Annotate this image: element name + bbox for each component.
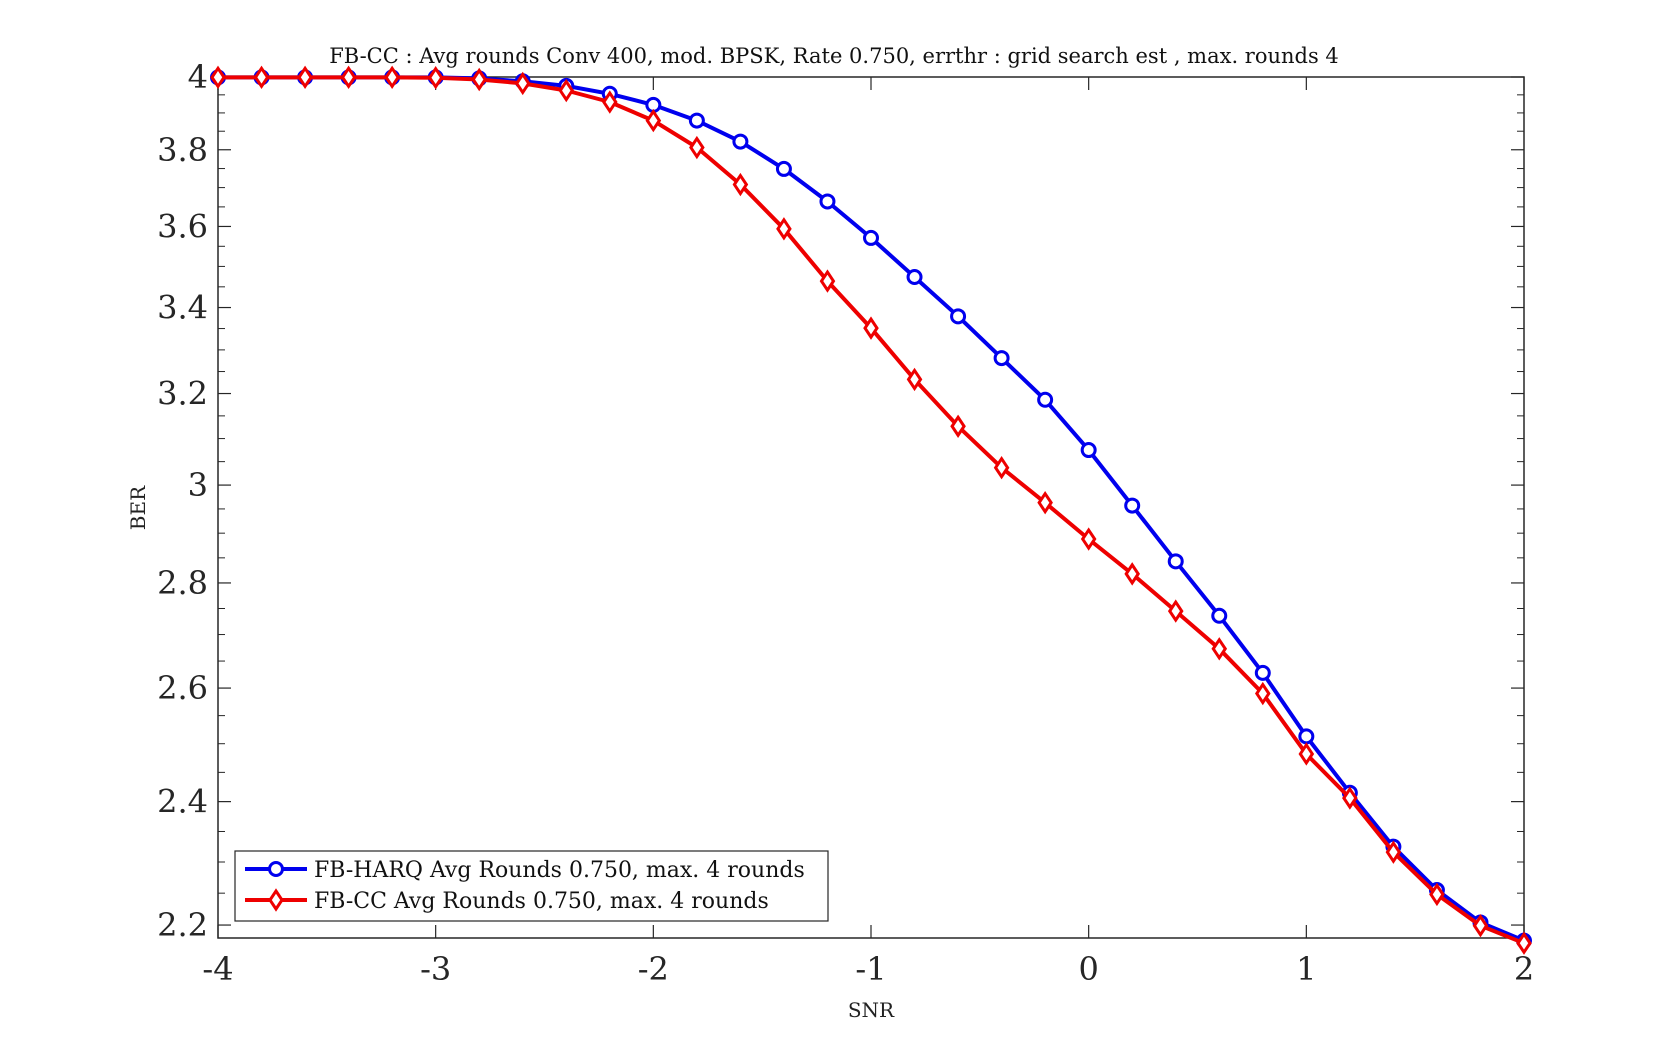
legend-entry-cc: FB-CC Avg Rounds 0.750, max. 4 rounds: [245, 888, 769, 914]
x-tick-label: 0: [1078, 950, 1098, 988]
y-axis-label: BER: [126, 485, 150, 530]
data-point: [1254, 681, 1271, 706]
chart-title: FB-CC : Avg rounds Conv 400, mod. BPSK, …: [329, 44, 1339, 68]
data-point: [993, 350, 1010, 367]
y-tick-label: 3.4: [157, 289, 208, 327]
data-point: [1298, 728, 1315, 745]
data-point: [1080, 442, 1097, 459]
data-point: [1037, 490, 1053, 515]
data-point: [863, 229, 879, 246]
data-point: [775, 160, 792, 177]
data-point: [1080, 527, 1097, 551]
data-point: [297, 65, 313, 90]
data-point: [1124, 562, 1141, 586]
y-tick-label: 2.6: [157, 669, 208, 707]
data-point: [601, 90, 618, 114]
data-point: [210, 65, 226, 90]
data-point: [1124, 497, 1141, 514]
data-point: [1472, 913, 1489, 938]
data-point: [253, 65, 270, 90]
data-point: [1254, 664, 1271, 681]
y-tick-label: 2.2: [157, 906, 208, 944]
data-point: [688, 112, 705, 129]
data-point: [732, 172, 749, 197]
series-1: [210, 65, 1532, 955]
x-tick-labels: -4 -3 -2 -1 0 1 2: [202, 950, 1534, 988]
data-point: [906, 367, 923, 392]
y-tick-label: 3: [188, 466, 208, 504]
legend-label-cc: FB-CC Avg Rounds 0.750, max. 4 rounds: [314, 889, 769, 914]
data-point: [1342, 786, 1358, 810]
data-point: [1385, 840, 1402, 864]
x-tick-label: 1: [1296, 950, 1316, 988]
data-point: [1211, 637, 1228, 661]
x-tick-label: -3: [420, 950, 451, 988]
data-point: [1429, 882, 1445, 907]
y-tick-label: 2.4: [157, 783, 208, 821]
x-tick-label: -2: [638, 950, 669, 988]
y-tick-label: 4: [188, 58, 208, 96]
data-point: [1037, 391, 1054, 408]
data-point: [906, 268, 923, 285]
data-point: [776, 217, 792, 241]
data-point: [340, 65, 357, 90]
x-tick-label: -1: [855, 950, 886, 988]
series-layer: [210, 65, 1532, 955]
data-point: [732, 133, 749, 150]
axes-box: [217, 76, 1525, 939]
legend-entry-harq: FB-HARQ Avg Rounds 0.750, max. 4 rounds: [245, 858, 805, 883]
x-axis-label: SNR: [848, 998, 895, 1022]
data-point: [819, 269, 836, 293]
data-point: [384, 65, 400, 90]
data-point: [993, 455, 1010, 480]
legend: FB-HARQ Avg Rounds 0.750, max. 4 rounds …: [234, 850, 829, 922]
data-point: [514, 71, 531, 96]
data-point: [1167, 599, 1184, 623]
legend-marker-cc: [268, 888, 284, 912]
y-tick-label: 3.6: [157, 207, 208, 245]
data-point: [689, 135, 705, 160]
data-point: [863, 316, 879, 340]
data-point: [950, 414, 966, 438]
x-tick-label: 2: [1514, 950, 1534, 988]
data-point: [1167, 553, 1184, 570]
y-tick-label: 3.2: [157, 375, 208, 413]
legend-box: [234, 850, 829, 922]
data-point: [558, 78, 575, 103]
minor-ticks: [218, 94, 1524, 894]
legend-marker-harq: [268, 861, 284, 877]
y-tick-labels: 2.2 2.4 2.6 2.8 3 3.2 3.4 3.6 3.8 4: [157, 58, 208, 944]
data-point: [950, 308, 967, 325]
data-point: [471, 67, 488, 92]
legend-label-harq: FB-HARQ Avg Rounds 0.750, max. 4 rounds: [314, 858, 805, 883]
plot-area: -4 -3 -2 -1 0 1 2 2.2 2.4 2.6 2.8 3 3.2 3.4 3.6 3.8 4: [157, 58, 1534, 988]
data-point: [1211, 607, 1228, 624]
y-tick-label: 2.8: [157, 564, 208, 602]
y-tick-label: 3.8: [157, 131, 208, 169]
x-tick-label: -4: [202, 950, 233, 988]
data-point: [1516, 931, 1532, 955]
data-point: [427, 66, 444, 90]
data-point: [819, 193, 836, 210]
data-point: [1298, 742, 1315, 766]
data-point: [645, 108, 662, 133]
